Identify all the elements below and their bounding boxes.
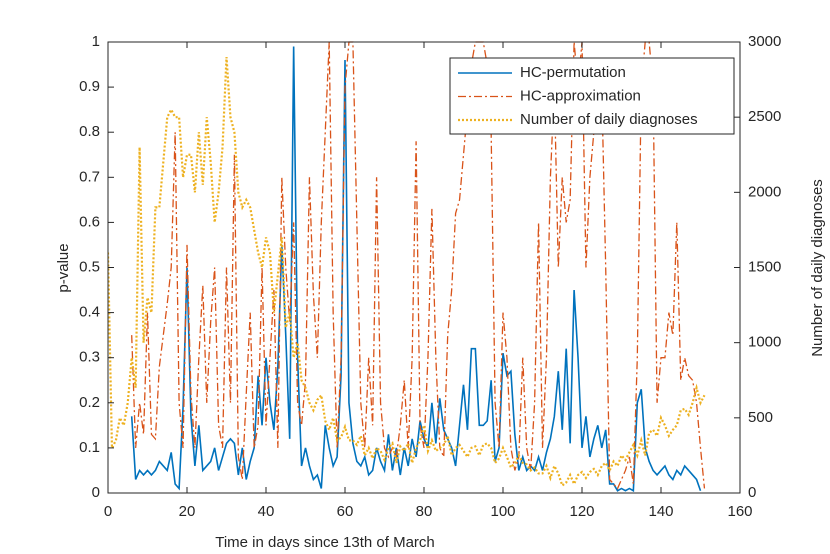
x-tick-label: 0 [104,503,112,520]
y-tick-label: 0.7 [79,168,100,185]
y-tick-label: 0.6 [79,213,100,230]
data-line [108,56,706,488]
x-tick-label: 160 [727,503,752,520]
x-tick-label: 80 [416,503,433,520]
x-tick-label: 140 [648,503,673,520]
x-axis-label: Time in days since 13th of March [215,534,435,551]
legend: HC-permutation HC-approximation Number of … [449,57,735,135]
y2-tick-label: 500 [748,409,773,426]
y-tick-label: 0.5 [79,258,100,275]
y-tick-label: 0.2 [79,394,100,411]
y-tick-label: 0.1 [79,439,100,456]
x-tick-label: 40 [258,503,275,520]
y-tick-label: 0.8 [79,123,100,140]
x-tick-label: 20 [179,503,196,520]
legend-label: HC-permutation [520,64,626,81]
y-tick-label: 0.3 [79,349,100,366]
y2-tick-label: 2000 [748,183,781,200]
x-tick-label: 120 [569,503,594,520]
y2-axis-label: Number of daily diagnoses [809,179,826,357]
y2-tick-label: 0 [748,484,756,501]
y-tick-label: 0 [92,484,100,501]
x-tick-label: 60 [337,503,354,520]
x-tick-label: 100 [490,503,515,520]
y2-tick-label: 1000 [748,334,781,351]
y-tick-label: 1 [92,33,100,50]
plot-area [108,41,706,493]
y-axis-label: p-value [55,243,72,292]
data-line [131,41,706,490]
y2-tick-label: 2500 [748,108,781,125]
data-line [130,46,702,493]
legend-label: Number of daily diagnoses [520,111,698,128]
y2-tick-label: 1500 [748,258,781,275]
y-tick-label: 0.9 [79,78,100,95]
y2-tick-label: 3000 [748,33,781,50]
legend-label: HC-approximation [520,87,641,104]
y-tick-label: 0.4 [79,304,100,321]
